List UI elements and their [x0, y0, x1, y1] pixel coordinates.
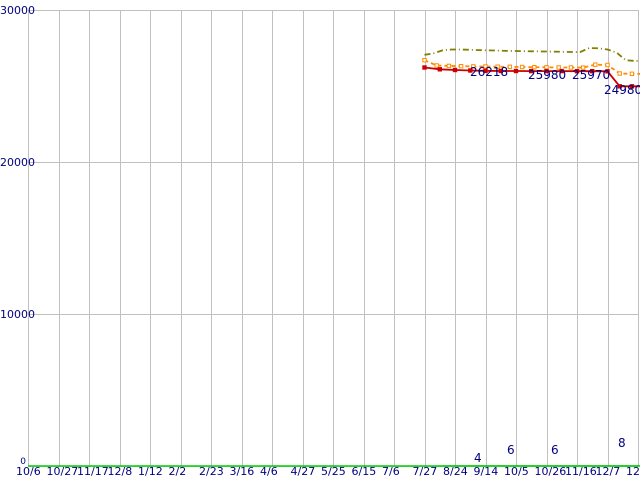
- series-marker-middle-orange: [617, 71, 622, 76]
- x-axis-tick-label: 7/27: [412, 465, 438, 478]
- x-axis-tick-label: 4/27: [290, 465, 316, 478]
- data-value-label: 26218: [470, 65, 509, 79]
- data-value-label: 24980: [604, 83, 640, 97]
- x-axis-tick-label: 10/5: [504, 465, 529, 478]
- x-axis-tick-label: 3/16: [229, 465, 255, 478]
- x-axis-tick-label: 9/14: [473, 465, 499, 478]
- data-value-label: 4: [474, 451, 482, 465]
- series-marker-lower-red: [529, 68, 534, 74]
- series-marker-middle-orange: [422, 58, 427, 63]
- x-axis-tick-label: 10/27: [46, 465, 79, 478]
- x-axis-tick-label: 5/25: [321, 465, 346, 478]
- chart-series-layer: [28, 47, 640, 467]
- series-marker-middle-orange: [605, 62, 610, 68]
- y-axis-tick-label: 20000: [0, 156, 35, 169]
- series-marker-middle-orange: [507, 64, 513, 69]
- series-marker-lower-red: [559, 68, 564, 74]
- series-marker-middle-orange: [495, 64, 500, 69]
- series-marker-lower-red: [483, 68, 488, 73]
- data-value-label: 25970: [572, 68, 611, 82]
- data-value-label: 6: [507, 443, 515, 457]
- y-axis-tick-label: 0: [20, 457, 26, 467]
- x-axis-tick-label: 2/2: [168, 465, 187, 478]
- x-axis-tick-label: 4/6: [260, 465, 278, 478]
- series-marker-middle-orange: [458, 64, 464, 69]
- y-axis-tick-label: 10000: [0, 308, 35, 321]
- series-marker-lower-red: [605, 69, 610, 74]
- x-axis-tick-label: 2/23: [199, 465, 224, 478]
- data-value-label: 25980: [528, 68, 567, 82]
- series-marker-middle-orange: [434, 63, 439, 68]
- series-line-lower-red: [424, 66, 640, 88]
- series-marker-lower-red: [452, 67, 458, 73]
- series-marker-middle-orange: [593, 62, 598, 67]
- data-value-label: 8: [618, 436, 626, 450]
- x-axis-tick-label: 12/8: [107, 465, 133, 478]
- data-value-label: 6: [551, 443, 559, 457]
- series-marker-lower-red: [422, 65, 427, 70]
- x-axis-tick-label: 12/21: [626, 465, 640, 478]
- series-marker-middle-orange: [580, 65, 586, 70]
- series-marker-middle-orange: [556, 65, 561, 70]
- series-marker-middle-orange: [568, 65, 574, 70]
- series-marker-lower-red: [513, 68, 519, 74]
- series-marker-middle-orange: [471, 64, 476, 69]
- series-marker-lower-red: [629, 84, 635, 89]
- series-marker-middle-orange: [532, 65, 537, 70]
- x-axis-tick-label: 8/24: [443, 465, 468, 478]
- series-marker-lower-red: [437, 67, 443, 72]
- series-marker-middle-orange: [483, 64, 488, 69]
- x-axis-tick-label: 12/7: [595, 465, 621, 478]
- x-axis-tick-label: 10/26: [534, 465, 567, 478]
- series-marker-middle-orange: [629, 71, 635, 76]
- series-marker-lower-red: [590, 69, 595, 74]
- series-marker-lower-red: [574, 69, 580, 74]
- x-axis-tick-label: 11/16: [565, 465, 597, 478]
- series-marker-lower-red: [544, 68, 549, 74]
- x-axis-tick-label: 1/12: [138, 465, 163, 478]
- x-axis-tick-label: 11/17: [77, 465, 109, 478]
- x-axis-tick-label: 10/6: [16, 465, 41, 478]
- x-axis-tick-label: 7/6: [382, 465, 400, 478]
- series-line-upper-olive: [424, 47, 640, 62]
- series-marker-middle-orange: [519, 64, 525, 70]
- series-marker-lower-red: [498, 68, 504, 74]
- series-marker-middle-orange: [446, 63, 452, 69]
- x-axis-tick-label: 6/15: [351, 465, 377, 478]
- series-marker-lower-red: [468, 68, 473, 73]
- y-axis-tick-label: 30000: [0, 4, 35, 17]
- series-marker-lower-red: [617, 84, 622, 89]
